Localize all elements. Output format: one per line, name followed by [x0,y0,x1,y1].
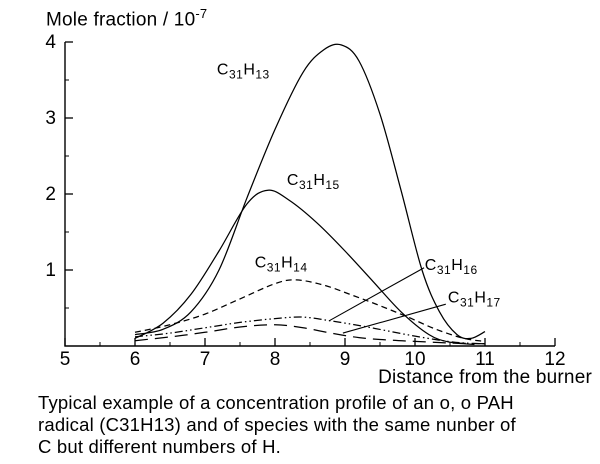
caption-line-2: radical (C31H13) and of species with the… [38,414,516,435]
series-label-part: H [451,257,463,274]
x-tick-label: 8 [270,349,281,370]
x-axis-title: Distance from the burner [378,367,592,388]
series-label-part: H [313,172,325,189]
x-tick-label: 10 [404,349,425,370]
y-axis-title: Mole fraction / 10-7 [46,6,207,31]
series-label-part: 17 [486,296,500,310]
x-tick-label: 7 [200,349,211,370]
figure-caption: Typical example of a concentration profi… [38,392,516,458]
series-label-part: H [243,62,255,79]
series-line-C31H13 [134,43,486,340]
y-tick-label: 3 [45,108,56,129]
series-label-part: 14 [293,261,307,275]
caption-line-3: C but different numbers of H. [38,436,281,457]
series-label-part: 31 [460,296,474,310]
series-label-part: 13 [255,68,269,82]
y-tick-label: 2 [45,184,56,205]
series-label-part: C [448,290,460,307]
series-line-C31H14 [134,279,486,343]
leader-line-C31H17 [342,303,446,334]
x-tick-label: 12 [544,349,565,370]
series-label-part: C [217,62,229,79]
y-axis-title-text: Mole fraction / 10 [46,9,196,31]
series-line-C31H17 [134,324,486,345]
series-label-part: 31 [437,263,451,277]
series-label-part: H [474,290,486,307]
leader-line-C31H16 [328,267,425,322]
x-tick-label: 11 [475,349,495,370]
series-label-part: C [255,255,267,272]
y-tick-label: 4 [45,32,56,53]
y-axis-title-exponent: -7 [195,6,208,21]
caption-line-1: Typical example of a concentration profi… [38,392,514,413]
series-line-C31H16 [134,316,486,345]
series-label-part: 15 [325,178,339,192]
series-label-C31H14: C31H14 [255,255,308,275]
x-tick-label: 9 [340,349,351,370]
series-label-C31H13: C31H13 [217,62,270,82]
series-label-C31H15: C31H15 [287,172,340,192]
x-tick-label: 5 [60,349,71,370]
series-label-part: H [281,255,293,272]
series-label-part: C [287,172,299,189]
series-label-part: C [425,257,437,274]
y-tick-label: 1 [45,260,56,281]
series-label-part: 31 [229,68,243,82]
series-label-C31H16: C31H16 [425,257,478,277]
series-label-part: 31 [299,178,313,192]
series-label-part: 16 [463,263,477,277]
x-tick-label: 6 [130,349,141,370]
series-label-part: 31 [267,261,281,275]
series-label-C31H17: C31H17 [448,290,501,310]
series-line-C31H15 [134,189,475,346]
